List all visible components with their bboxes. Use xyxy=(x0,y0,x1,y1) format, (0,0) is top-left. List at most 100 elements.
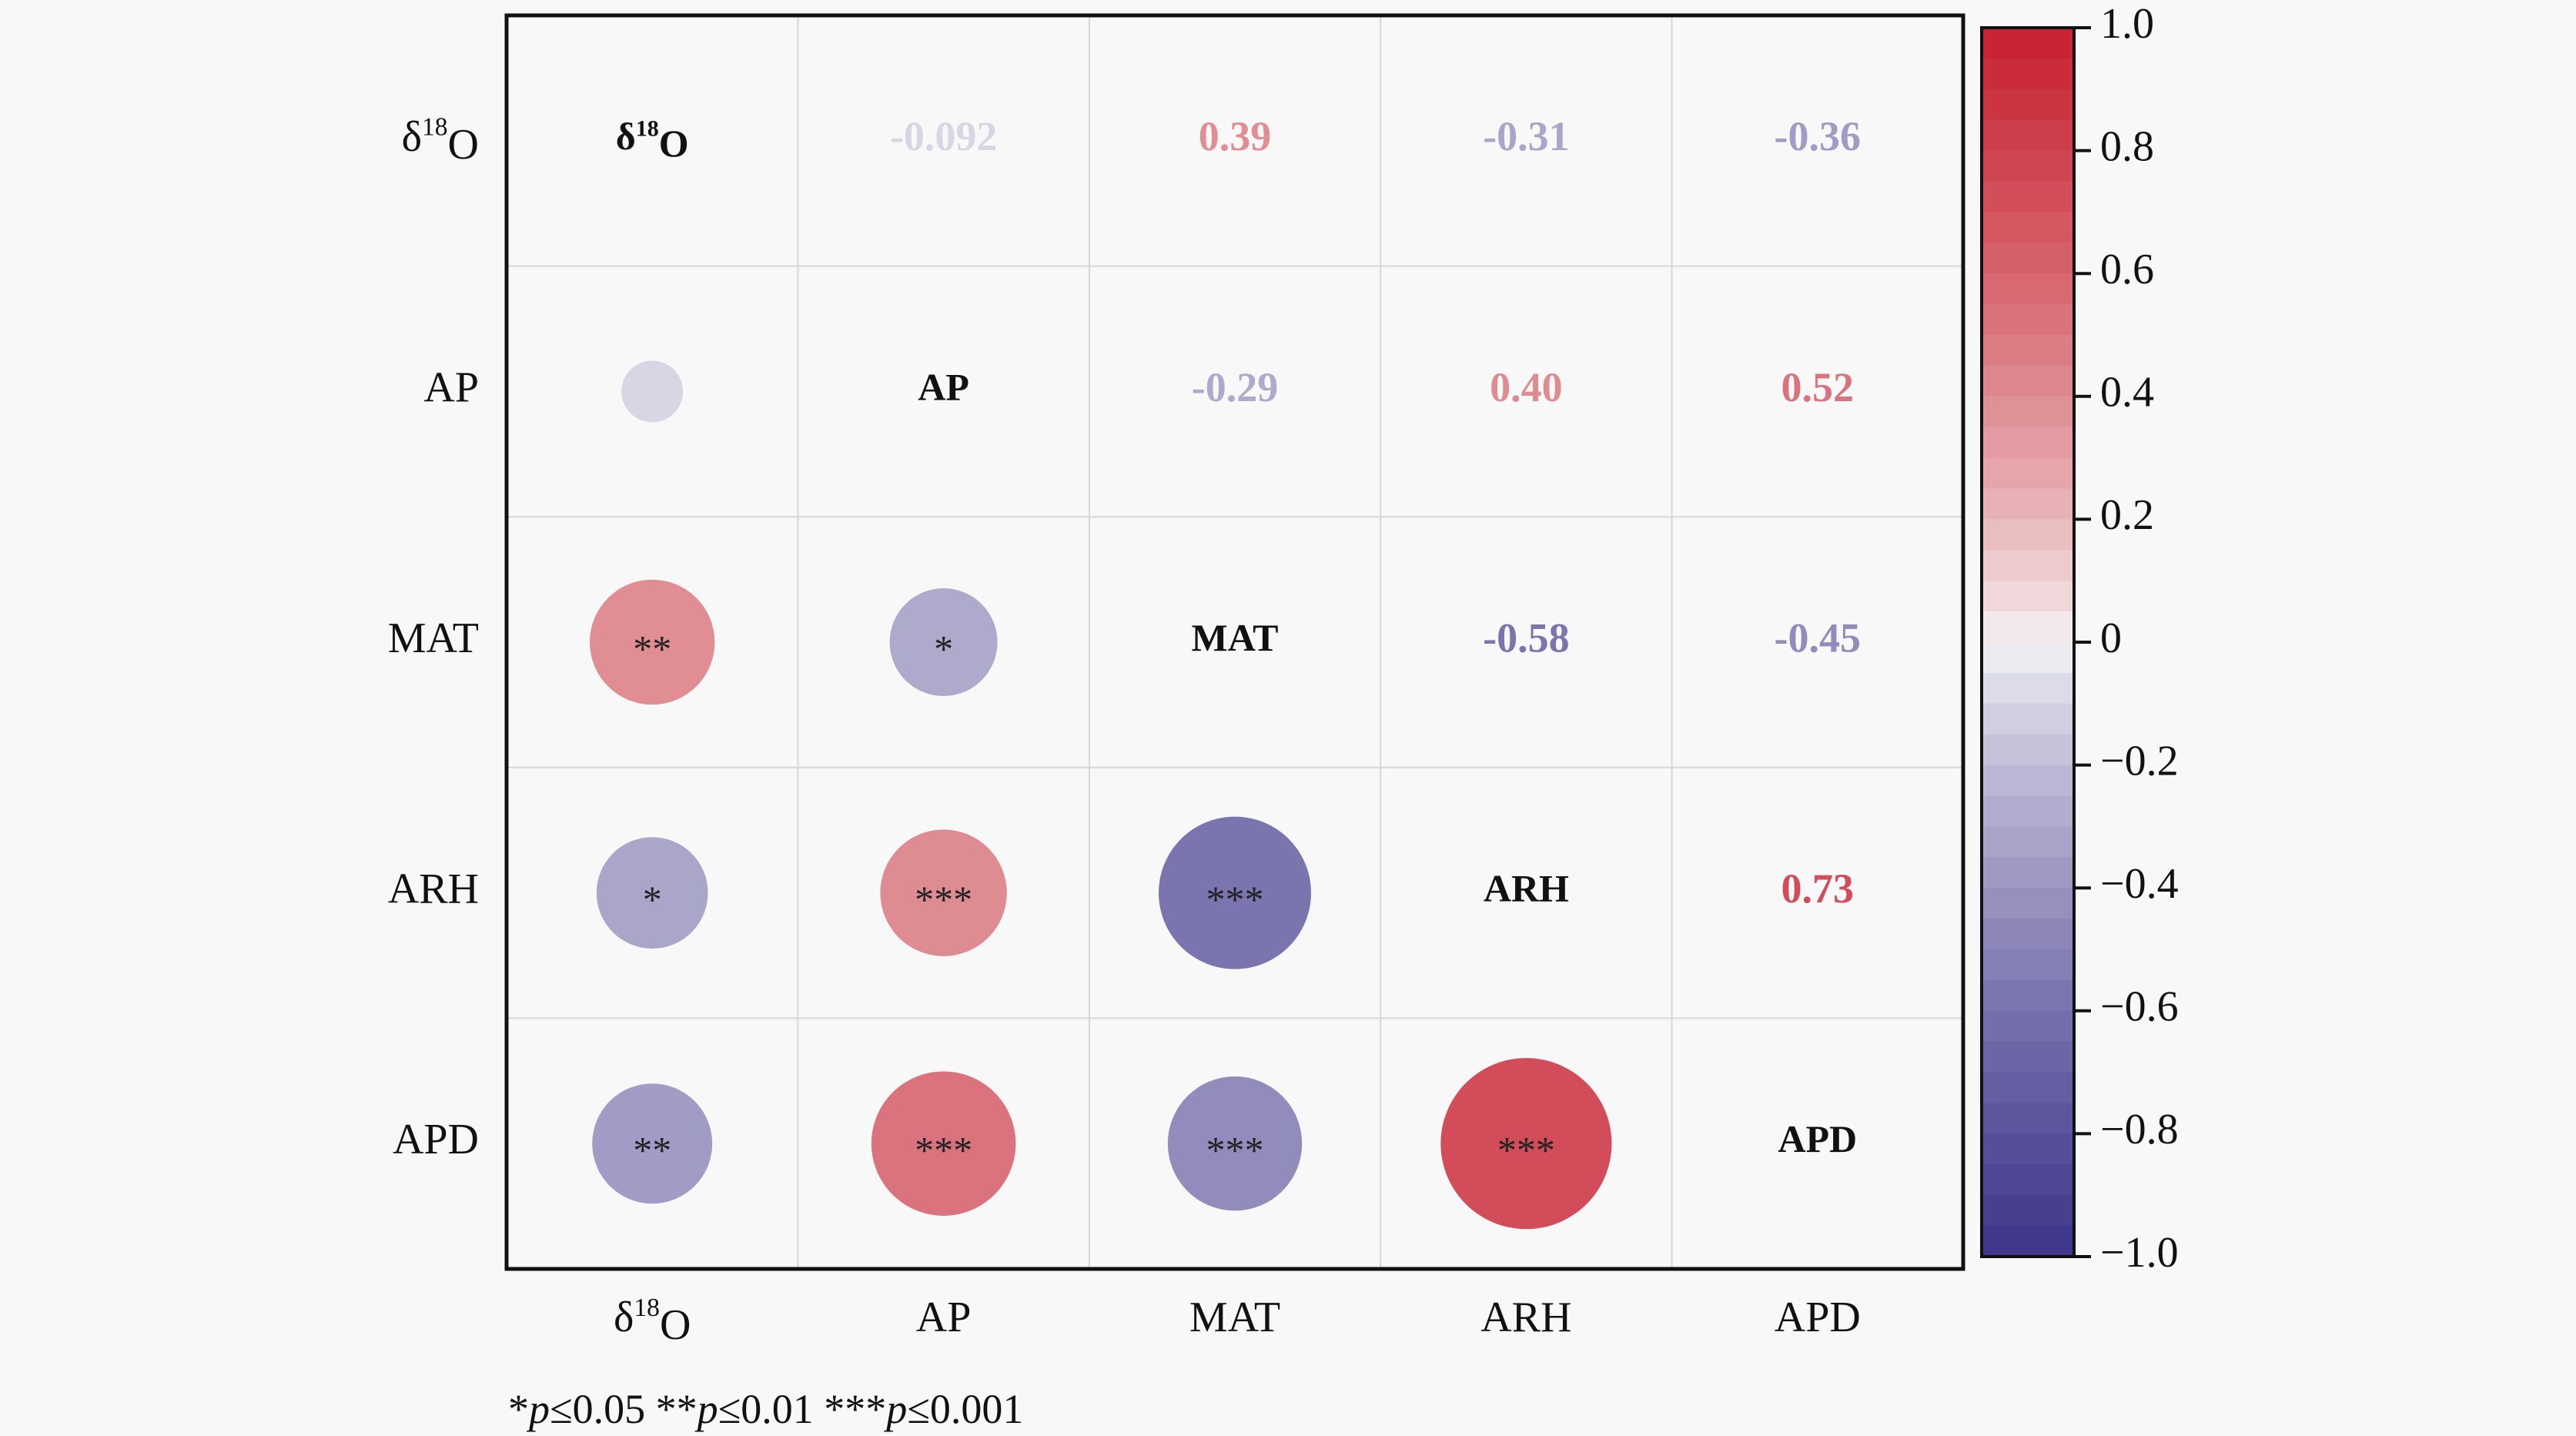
correlation-circle xyxy=(621,360,684,423)
correlation-value: 0.40 xyxy=(1490,364,1563,410)
colorbar-segment xyxy=(1982,1226,2074,1257)
significance-stars: *** xyxy=(915,878,972,921)
correlation-circle xyxy=(1158,816,1312,969)
colorbar-tick-label: −0.4 xyxy=(2100,860,2179,908)
diagonal-label-MAT: MAT xyxy=(1192,616,1279,659)
significance-stars: ** xyxy=(633,627,671,670)
diagonal-label-ARH: ARH xyxy=(1484,867,1569,910)
colorbar-segment xyxy=(1982,1133,2074,1166)
row-label-APD: APD xyxy=(393,1116,479,1163)
correlation-circle xyxy=(889,587,998,697)
colorbar-segment xyxy=(1982,457,2074,490)
colorbar-tick-label: 0 xyxy=(2100,614,2122,662)
correlation-circle xyxy=(592,1083,713,1204)
colorbar-segment xyxy=(1982,427,2074,459)
colorbar-tick-label: −0.8 xyxy=(2100,1106,2179,1153)
colorbar-segment xyxy=(1982,888,2074,920)
colorbar-tick-label: −0.6 xyxy=(2100,983,2179,1031)
colorbar-segment xyxy=(1982,273,2074,306)
colorbar-segment xyxy=(1982,1164,2074,1197)
colorbar-segment xyxy=(1982,150,2074,182)
colorbar-segment xyxy=(1982,28,2074,59)
correlation-value: -0.092 xyxy=(890,113,997,159)
colorbar-segment xyxy=(1982,396,2074,428)
colorbar-tick-label: 1.0 xyxy=(2100,0,2154,48)
column-label-ARH: ARH xyxy=(1480,1294,1571,1341)
colorbar-segment xyxy=(1982,550,2074,582)
colorbar-segment xyxy=(1982,672,2074,705)
colorbar-segment xyxy=(1982,58,2074,90)
colorbar-segment xyxy=(1982,703,2074,735)
correlation-value: 0.52 xyxy=(1781,364,1855,410)
colorbar-segment xyxy=(1982,734,2074,766)
colorbar-segment xyxy=(1982,826,2074,859)
colorbar-segment xyxy=(1982,304,2074,336)
correlation-value: -0.58 xyxy=(1483,614,1569,661)
correlation-circle xyxy=(871,1071,1016,1216)
colorbar-tick-label: −0.2 xyxy=(2100,737,2179,785)
column-labels: δ18O AP MAT ARH APD xyxy=(614,1294,1861,1349)
column-label-APD: APD xyxy=(1775,1294,1861,1341)
colorbar-segment xyxy=(1982,1103,2074,1135)
significance-stars: *** xyxy=(915,1129,972,1172)
significance-stars: * xyxy=(643,878,662,921)
colorbar-segment xyxy=(1982,765,2074,797)
significance-stars: ** xyxy=(633,1129,671,1172)
colorbar-segment xyxy=(1982,335,2074,367)
colorbar-segment xyxy=(1982,365,2074,397)
colorbar-segment xyxy=(1982,519,2074,551)
significance-stars: *** xyxy=(1206,1129,1264,1172)
colorbar-segment xyxy=(1982,979,2074,1012)
colorbar-segment xyxy=(1982,119,2074,152)
colorbar-tick-label: 0.6 xyxy=(2100,246,2154,293)
column-label-d18O: δ18O xyxy=(614,1294,691,1349)
colorbar-segment xyxy=(1982,89,2074,121)
diagonal-label-APD: APD xyxy=(1778,1118,1857,1161)
correlation-value: -0.36 xyxy=(1775,113,1861,159)
significance-stars: * xyxy=(934,627,953,670)
matrix-cells: δ18O -0.092 0.39 -0.31 -0.36 AP -0.29 0.40 0.52 *… xyxy=(590,113,1861,1230)
colorbar: 1.0 0.8 0.6 0.4 0.2 0 −0.2 −0.4 −0.6 −0.8 −1.0 xyxy=(1980,0,2179,1277)
column-label-AP: AP xyxy=(916,1294,972,1341)
correlation-value: -0.29 xyxy=(1192,364,1278,410)
correlation-value: 0.73 xyxy=(1781,865,1855,912)
correlation-circle xyxy=(596,837,708,949)
row-label-AP: AP xyxy=(423,363,479,411)
significance-stars: *** xyxy=(1206,878,1264,921)
correlation-circle xyxy=(880,829,1007,956)
colorbar-segment xyxy=(1982,1195,2074,1227)
colorbar-tick-label: 0.2 xyxy=(2100,491,2154,539)
row-label-ARH: ARH xyxy=(388,865,479,912)
row-label-d18O: δ18O xyxy=(402,112,479,168)
colorbar-segment xyxy=(1982,611,2074,643)
colorbar-segment xyxy=(1982,949,2074,981)
colorbar-segment xyxy=(1982,857,2074,889)
correlation-circle xyxy=(590,579,715,705)
colorbar-segment xyxy=(1982,1072,2074,1104)
significance-footnote: *p≤0.05 **p≤0.01 ***p≤0.001 xyxy=(508,1386,1023,1432)
colorbar-tick-label: −1.0 xyxy=(2100,1229,2179,1277)
colorbar-segment xyxy=(1982,212,2074,244)
colorbar-segment xyxy=(1982,1010,2074,1043)
matrix-frame xyxy=(504,13,1965,1271)
row-label-MAT: MAT xyxy=(388,614,479,662)
colorbar-segment xyxy=(1982,181,2074,213)
colorbar-segment xyxy=(1982,1041,2074,1073)
correlation-value: -0.31 xyxy=(1483,113,1569,159)
correlation-value: -0.45 xyxy=(1775,614,1861,661)
colorbar-segment xyxy=(1982,581,2074,613)
correlation-value: 0.39 xyxy=(1199,113,1272,159)
colorbar-segment xyxy=(1982,795,2074,828)
grid-lines xyxy=(507,15,1963,1269)
correlation-circle xyxy=(1440,1058,1612,1230)
diagonal-label-AP: AP xyxy=(918,366,969,409)
colorbar-segment xyxy=(1982,243,2074,275)
significance-stars: *** xyxy=(1497,1129,1555,1172)
colorbar-segment xyxy=(1982,488,2074,521)
row-labels: δ18O AP MAT ARH APD xyxy=(388,112,479,1163)
diagonal-label-d18O: δ18O xyxy=(616,115,689,165)
column-label-MAT: MAT xyxy=(1189,1294,1280,1341)
colorbar-tick-label: 0.8 xyxy=(2100,122,2154,170)
colorbar-segment xyxy=(1982,642,2074,674)
